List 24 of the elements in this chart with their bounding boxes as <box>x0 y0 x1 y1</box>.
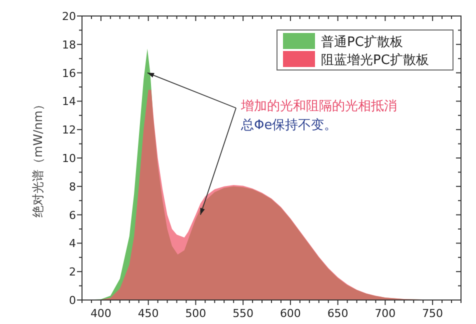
y-tick-label: 6 <box>69 208 76 222</box>
legend-label: 普通PC扩散板 <box>321 34 403 50</box>
annotation: 增加的光和阻隔的光相抵消 <box>240 99 397 114</box>
legend-label: 阻蓝增光PC扩散板 <box>321 53 429 68</box>
y-tick-label: 16 <box>62 66 76 80</box>
y-tick-label: 12 <box>62 124 76 137</box>
y-axis-title: 绝对光谱（mW/nm） <box>31 98 45 218</box>
y-tick-label: 20 <box>62 10 76 23</box>
x-tick-label: 750 <box>422 307 444 320</box>
y-tick-label: 4 <box>69 237 76 250</box>
y-tick-label: 18 <box>62 38 76 52</box>
annotation: 总Φe保持不变。 <box>240 118 338 133</box>
x-tick-label: 650 <box>327 307 348 320</box>
y-tick-label: 14 <box>62 95 76 108</box>
x-tick-label: 400 <box>90 307 112 320</box>
x-tick-label: 600 <box>280 307 301 320</box>
x-tick-label: 550 <box>232 307 254 320</box>
x-tick-label: 700 <box>374 307 396 320</box>
x-tick-label: 450 <box>138 307 159 320</box>
y-tick-label: 2 <box>69 266 76 279</box>
y-tick-label: 8 <box>69 180 76 194</box>
y-tick-label: 0 <box>69 294 76 307</box>
y-tick-label: 10 <box>62 152 76 165</box>
x-tick-label: 500 <box>185 307 206 320</box>
